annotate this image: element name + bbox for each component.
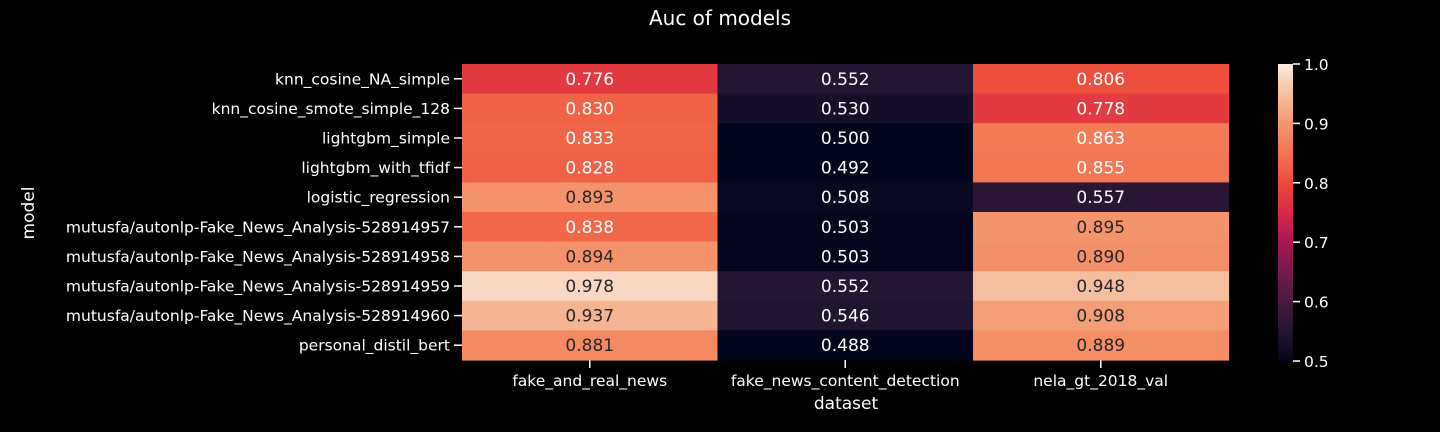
heatmap-cell	[717, 241, 974, 272]
heatmap-cell	[973, 93, 1230, 124]
heatmap-cell	[717, 330, 974, 361]
cell-value-label: 0.488	[821, 336, 870, 356]
cell-value-label: 0.503	[821, 247, 870, 267]
y-tick-label: logistic_regression	[307, 189, 450, 208]
x-axis-label: dataset	[814, 394, 879, 414]
cell-value-label: 0.492	[821, 159, 870, 179]
cell-value-label: 0.908	[1076, 307, 1125, 327]
cell-value-label: 0.889	[1076, 336, 1125, 356]
cell-value-label: 0.948	[1076, 277, 1125, 297]
heatmap-cell	[462, 152, 719, 183]
cell-value-label: 0.894	[565, 247, 614, 267]
heatmap-cell	[462, 330, 719, 361]
heatmap-cell	[717, 152, 974, 183]
cell-value-label: 0.552	[821, 277, 870, 297]
heatmap-cell	[973, 271, 1230, 302]
cell-value-label: 0.806	[1076, 70, 1125, 90]
heatmap-cell	[973, 123, 1230, 154]
y-tick-label: mutusfa/autonlp-Fake_News_Analysis-52891…	[66, 278, 450, 297]
heatmap-cell	[462, 123, 719, 154]
heatmap-cell	[717, 300, 974, 331]
colorbar-tick-label: 0.6	[1304, 294, 1329, 312]
cell-value-label: 0.552	[821, 70, 870, 90]
cell-value-label: 0.893	[565, 188, 614, 208]
heatmap-cell	[462, 271, 719, 302]
heatmap-cell	[462, 241, 719, 272]
y-tick-label: mutusfa/autonlp-Fake_News_Analysis-52891…	[66, 248, 450, 267]
cell-value-label: 0.855	[1076, 159, 1125, 179]
heatmap-cells: 0.776 0.552 0.806 0.830 0.530 0.778 0.833 0.500…	[462, 64, 1230, 361]
heatmap-cell	[717, 123, 974, 154]
cell-value-label: 0.881	[565, 336, 614, 356]
x-tick-label: nela_gt_2018_val	[1033, 372, 1168, 391]
y-tick-label: mutusfa/autonlp-Fake_News_Analysis-52891…	[66, 307, 450, 326]
heatmap-cell	[973, 241, 1230, 272]
heatmap-cell	[717, 212, 974, 243]
heatmap-cell	[462, 182, 719, 213]
colorbar-tick-label: 0.9	[1304, 115, 1329, 133]
heatmap-cell	[973, 182, 1230, 213]
y-axis-label: model	[19, 187, 39, 240]
heatmap-cell	[462, 93, 719, 124]
colorbar-tick-label: 0.5	[1304, 353, 1329, 371]
heatmap-cell	[717, 64, 974, 95]
heatmap-cell	[973, 212, 1230, 243]
cell-value-label: 0.557	[1076, 188, 1125, 208]
x-axis: fake_and_real_news fake_news_content_dete…	[512, 360, 1168, 391]
y-tick-label: knn_cosine_NA_simple	[275, 70, 450, 89]
cell-value-label: 0.937	[565, 307, 614, 327]
cell-value-label: 0.776	[565, 70, 614, 90]
cell-value-label: 0.838	[565, 218, 614, 238]
cell-value-label: 0.503	[821, 218, 870, 238]
colorbar-gradient	[1278, 64, 1293, 361]
cell-value-label: 0.833	[565, 129, 614, 149]
cell-value-label: 0.778	[1076, 99, 1125, 119]
chart-title: Auc of models	[649, 6, 791, 30]
colorbar-tick-label: 0.7	[1304, 234, 1329, 252]
heatmap-cell	[462, 64, 719, 95]
y-tick-label: personal_distil_bert	[299, 337, 450, 356]
heatmap-cell	[717, 271, 974, 302]
y-tick-label: lightgbm_simple	[322, 130, 450, 149]
cell-value-label: 0.530	[821, 99, 870, 119]
heatmap-cell	[973, 64, 1230, 95]
colorbar-tick-label: 1.0	[1304, 56, 1329, 74]
heatmap-cell	[717, 93, 974, 124]
cell-value-label: 0.508	[821, 188, 870, 208]
y-tick-label: knn_cosine_smote_simple_128	[212, 100, 450, 119]
heatmap-cell	[462, 212, 719, 243]
colorbar-tick-label: 0.8	[1304, 175, 1329, 193]
y-tick-label: mutusfa/autonlp-Fake_News_Analysis-52891…	[66, 218, 450, 237]
heatmap-cell	[462, 300, 719, 331]
cell-value-label: 0.828	[565, 159, 614, 179]
cell-value-label: 0.895	[1076, 218, 1125, 238]
cell-value-label: 0.830	[565, 99, 614, 119]
cell-value-label: 0.863	[1076, 129, 1125, 149]
colorbar: 0.5 0.6 0.7 0.8 0.9 1.0	[1278, 56, 1329, 371]
heatmap-cell	[973, 330, 1230, 361]
cell-value-label: 0.890	[1076, 247, 1125, 267]
heatmap-cell	[717, 182, 974, 213]
y-axis: knn_cosine_NA_simple knn_cosine_smote_sim…	[66, 70, 462, 356]
heatmap-cell	[973, 300, 1230, 331]
y-tick-label: lightgbm_with_tfidf	[301, 159, 450, 178]
cell-value-label: 0.500	[821, 129, 870, 149]
x-tick-label: fake_news_content_detection	[731, 372, 960, 391]
cell-value-label: 0.978	[565, 277, 614, 297]
heatmap-cell	[973, 152, 1230, 183]
x-tick-label: fake_and_real_news	[512, 372, 667, 391]
cell-value-label: 0.546	[821, 307, 870, 327]
